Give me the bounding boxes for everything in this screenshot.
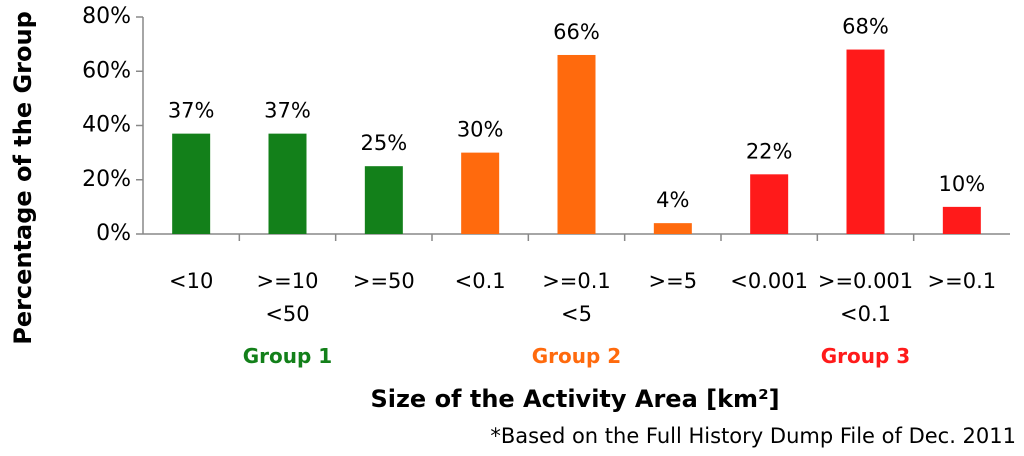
bar	[557, 54, 596, 234]
bar	[942, 206, 981, 234]
value-label: 68%	[842, 15, 889, 39]
x-tick-label: <0.001	[730, 269, 809, 293]
y-tick-label: 40%	[82, 113, 131, 138]
y-tick-label: 20%	[82, 167, 131, 192]
group-label: Group 1	[242, 344, 333, 368]
bar	[172, 133, 211, 234]
bar	[364, 166, 403, 234]
value-label: 10%	[938, 172, 985, 196]
value-label: 66%	[553, 20, 600, 44]
bar	[461, 152, 500, 234]
bar	[750, 174, 789, 234]
value-label: 37%	[264, 99, 311, 123]
bar	[268, 133, 307, 234]
value-label: 4%	[656, 188, 689, 212]
value-label: 37%	[168, 99, 215, 123]
y-tick-label: 80%	[82, 4, 131, 29]
x-tick-label: >=0.1 <5	[542, 269, 611, 326]
x-axis-title: Size of the Activity Area [km²]	[370, 385, 779, 413]
bar	[846, 49, 885, 234]
y-axis-title: Percentage of the Group	[9, 11, 37, 345]
x-tick-label: <0.1	[454, 269, 506, 293]
group-label: Group 2	[531, 344, 622, 368]
y-tick-label: 60%	[82, 58, 131, 83]
footnote: *Based on the Full History Dump File of …	[490, 424, 1016, 448]
x-tick-label: <10	[168, 269, 214, 293]
group-label: Group 3	[820, 344, 911, 368]
value-label: 30%	[457, 118, 504, 142]
x-tick-label: >=0.1	[927, 269, 997, 293]
value-label: 22%	[746, 139, 793, 163]
x-tick-label: >=10 <50	[256, 269, 319, 326]
bar	[653, 223, 692, 234]
x-tick-label: >=0.001 <0.1	[817, 269, 914, 326]
y-tick-label: 0%	[96, 221, 131, 246]
x-tick-label: >=5	[648, 269, 698, 293]
x-tick-label: >=50	[352, 269, 415, 293]
value-label: 25%	[360, 131, 407, 155]
